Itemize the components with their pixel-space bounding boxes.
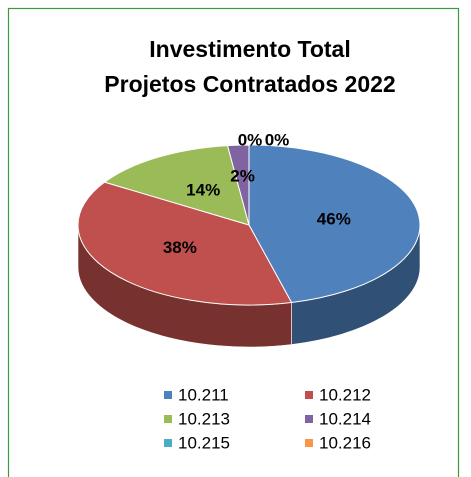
legend-label: 10.214: [319, 409, 371, 428]
chart-title: Investimento Total: [149, 36, 351, 62]
data-label: 0%: [238, 130, 263, 149]
pie-slice: [77, 181, 293, 306]
legend-swatch: [305, 439, 313, 447]
pie-slice: [103, 145, 250, 226]
legend-label: 10.216: [319, 433, 371, 452]
data-label: 2%: [230, 167, 255, 186]
pie-slice: [248, 144, 421, 304]
legend-swatch: [164, 391, 172, 399]
legend-swatch: [305, 391, 313, 399]
data-label: 38%: [163, 238, 197, 257]
data-label: 46%: [317, 209, 351, 228]
data-label: 0%: [265, 130, 290, 149]
legend-label: 10.212: [319, 385, 371, 404]
legend-swatch: [164, 415, 172, 423]
legend-label: 10.213: [178, 409, 230, 428]
legend-swatch: [305, 415, 313, 423]
data-label: 14%: [186, 181, 220, 200]
legend-label: 10.211: [178, 385, 229, 404]
legend-label: 10.215: [178, 433, 230, 452]
chart-title: Projetos Contratados 2022: [104, 71, 395, 97]
legend-swatch: [164, 439, 172, 447]
